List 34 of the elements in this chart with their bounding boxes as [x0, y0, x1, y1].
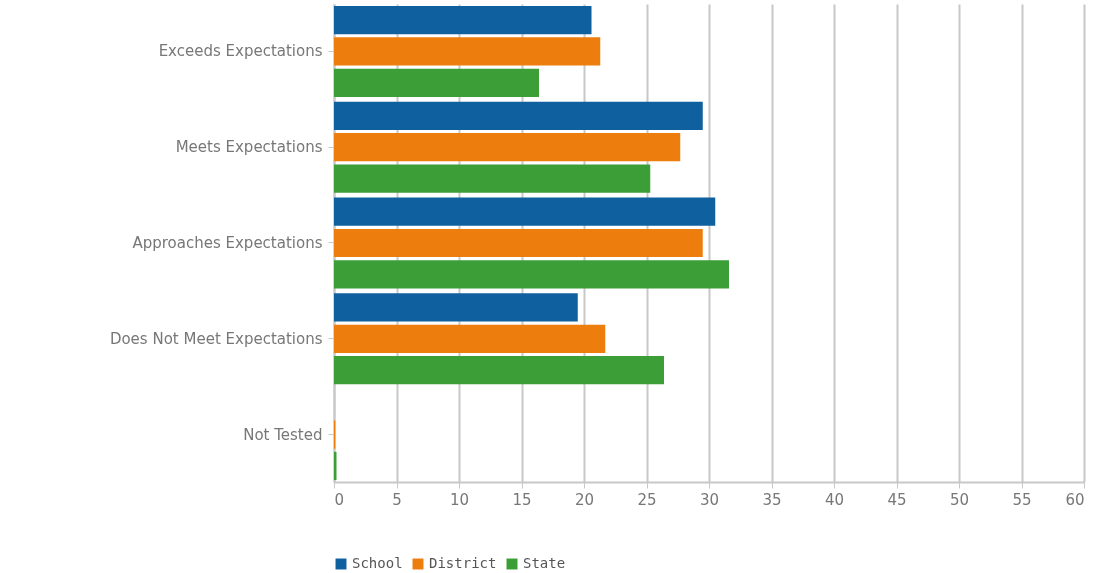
x-tick-label: 0	[334, 490, 345, 509]
x-tick-label: 25	[637, 490, 657, 509]
bar	[334, 356, 664, 385]
y-tick-label: Exceeds Expectations	[158, 42, 323, 61]
y-tick-label: Not Tested	[243, 425, 323, 444]
bar	[334, 37, 601, 66]
bar	[334, 451, 337, 481]
x-tick-label: 50	[949, 490, 970, 509]
x-tick-label: 5	[392, 490, 402, 509]
x-tick-label: 15	[512, 490, 532, 509]
bar	[334, 260, 729, 289]
x-tick-label: 60	[1065, 490, 1085, 509]
y-tick-label: Approaches Expectations	[132, 234, 323, 252]
x-tick-label: 55	[1012, 490, 1032, 509]
x-tick-label: 20	[574, 490, 595, 509]
bar	[334, 164, 651, 193]
bar	[334, 293, 578, 322]
y-tick-label: Does Not Meet Expectations	[109, 329, 323, 348]
legend-label: District	[429, 555, 497, 571]
bar	[334, 5, 592, 35]
bar	[334, 324, 606, 353]
x-tick-label: 30	[699, 490, 720, 509]
bar	[334, 228, 703, 258]
x-tick-label: 40	[824, 490, 845, 509]
legend-label: State	[523, 555, 566, 571]
x-tick-label: 35	[762, 490, 782, 509]
y-tick-label: Meets Expectations	[175, 138, 323, 157]
bar	[334, 133, 681, 162]
bar	[334, 197, 716, 226]
x-tick-label: 10	[449, 490, 470, 509]
x-tick-label: 45	[887, 490, 907, 509]
bar	[334, 101, 703, 130]
bar	[334, 68, 539, 97]
legend-label: School	[352, 555, 403, 571]
